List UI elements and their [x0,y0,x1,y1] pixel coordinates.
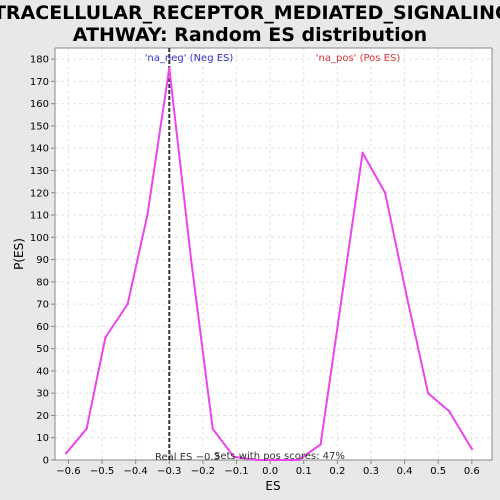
x-tick-label: 0.4 [397,466,413,477]
series-point [426,391,430,395]
series-point [189,258,193,261]
y-tick-label: 60 [36,322,49,333]
x-tick-label: 0.6 [464,466,480,477]
series-point [168,66,171,70]
x-tick-label: 0.2 [329,466,345,477]
grid-lines [55,48,492,460]
x-tick-label: −0.6 [56,466,80,477]
pos-scores-annotation: Sets with pos scores: 47% [214,451,345,462]
series-layer [64,66,474,462]
y-tick-label: 120 [30,188,49,199]
y-tick-label: 40 [36,366,49,377]
series-point [232,455,236,458]
y-tick-label: 110 [30,211,49,222]
chart-title-line-1: INTRACELLULAR_RECEPTOR_MEDIATED_SIGNALIN… [0,2,500,24]
series-point [470,447,474,451]
y-tick-label: 130 [30,166,49,177]
legend-pos-label: 'na_pos' (Pos ES) [316,53,401,64]
series-point [126,302,129,306]
series-point [383,191,387,194]
x-tick-label: −0.4 [124,466,148,477]
x-tick-label: −0.2 [191,466,215,477]
y-tick-label: 70 [36,300,49,311]
y-tick-label: 80 [36,277,49,288]
real-es-label: Real ES −0.3 [155,452,220,463]
y-tick-label: 100 [30,233,49,244]
series-point [146,213,149,217]
x-tick-label: 0.1 [296,466,312,477]
y-tick-label: 50 [36,344,49,355]
series-point [255,458,258,462]
y-tick-label: 170 [30,77,49,88]
series-point [447,409,451,413]
chart-title-line-2: ATHWAY: Random ES distribution [73,24,427,46]
y-tick-label: 140 [30,144,49,155]
series-point [405,296,409,299]
y-tick-label: 30 [36,389,49,400]
legend-neg-label: 'na_neg' (Neg ES) [145,53,234,64]
x-tick-label: −0.5 [90,466,114,477]
axes: 0 10 20 30 40 50 60 70 80 90 100 110 120 130 140 150 160… [30,47,493,477]
x-axis-label: ES [265,479,280,493]
series-point [85,427,88,431]
y-tick-label: 10 [36,433,49,444]
x-tick-label: 0.3 [363,466,379,477]
series-point [361,151,364,154]
y-tick-label: 90 [36,255,49,266]
y-tick-label: 180 [30,55,49,66]
y-tick-label: 150 [30,121,49,132]
series-point [274,458,278,462]
y-tick-label: 0 [43,456,49,467]
y-axis-label: P(ES) [12,238,26,270]
series-point [319,443,322,446]
x-tick-label: 0.0 [262,466,278,477]
y-tick-label: 20 [36,411,49,422]
plot-area [55,48,492,460]
y-tick-label: 160 [30,99,49,110]
series-point [211,427,214,431]
series-point [64,452,68,455]
x-tick-label: −0.1 [224,466,248,477]
x-tick-label: 0.5 [430,466,446,477]
series-point [104,336,107,339]
x-tick-label: −0.3 [157,466,181,477]
series-point [297,458,300,462]
